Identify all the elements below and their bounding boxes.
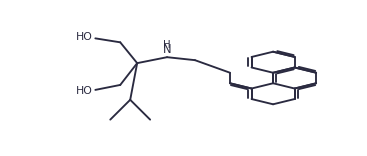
Text: HO: HO: [76, 86, 92, 96]
Text: H: H: [163, 40, 171, 50]
Text: N: N: [163, 43, 171, 56]
Text: HO: HO: [76, 32, 92, 42]
